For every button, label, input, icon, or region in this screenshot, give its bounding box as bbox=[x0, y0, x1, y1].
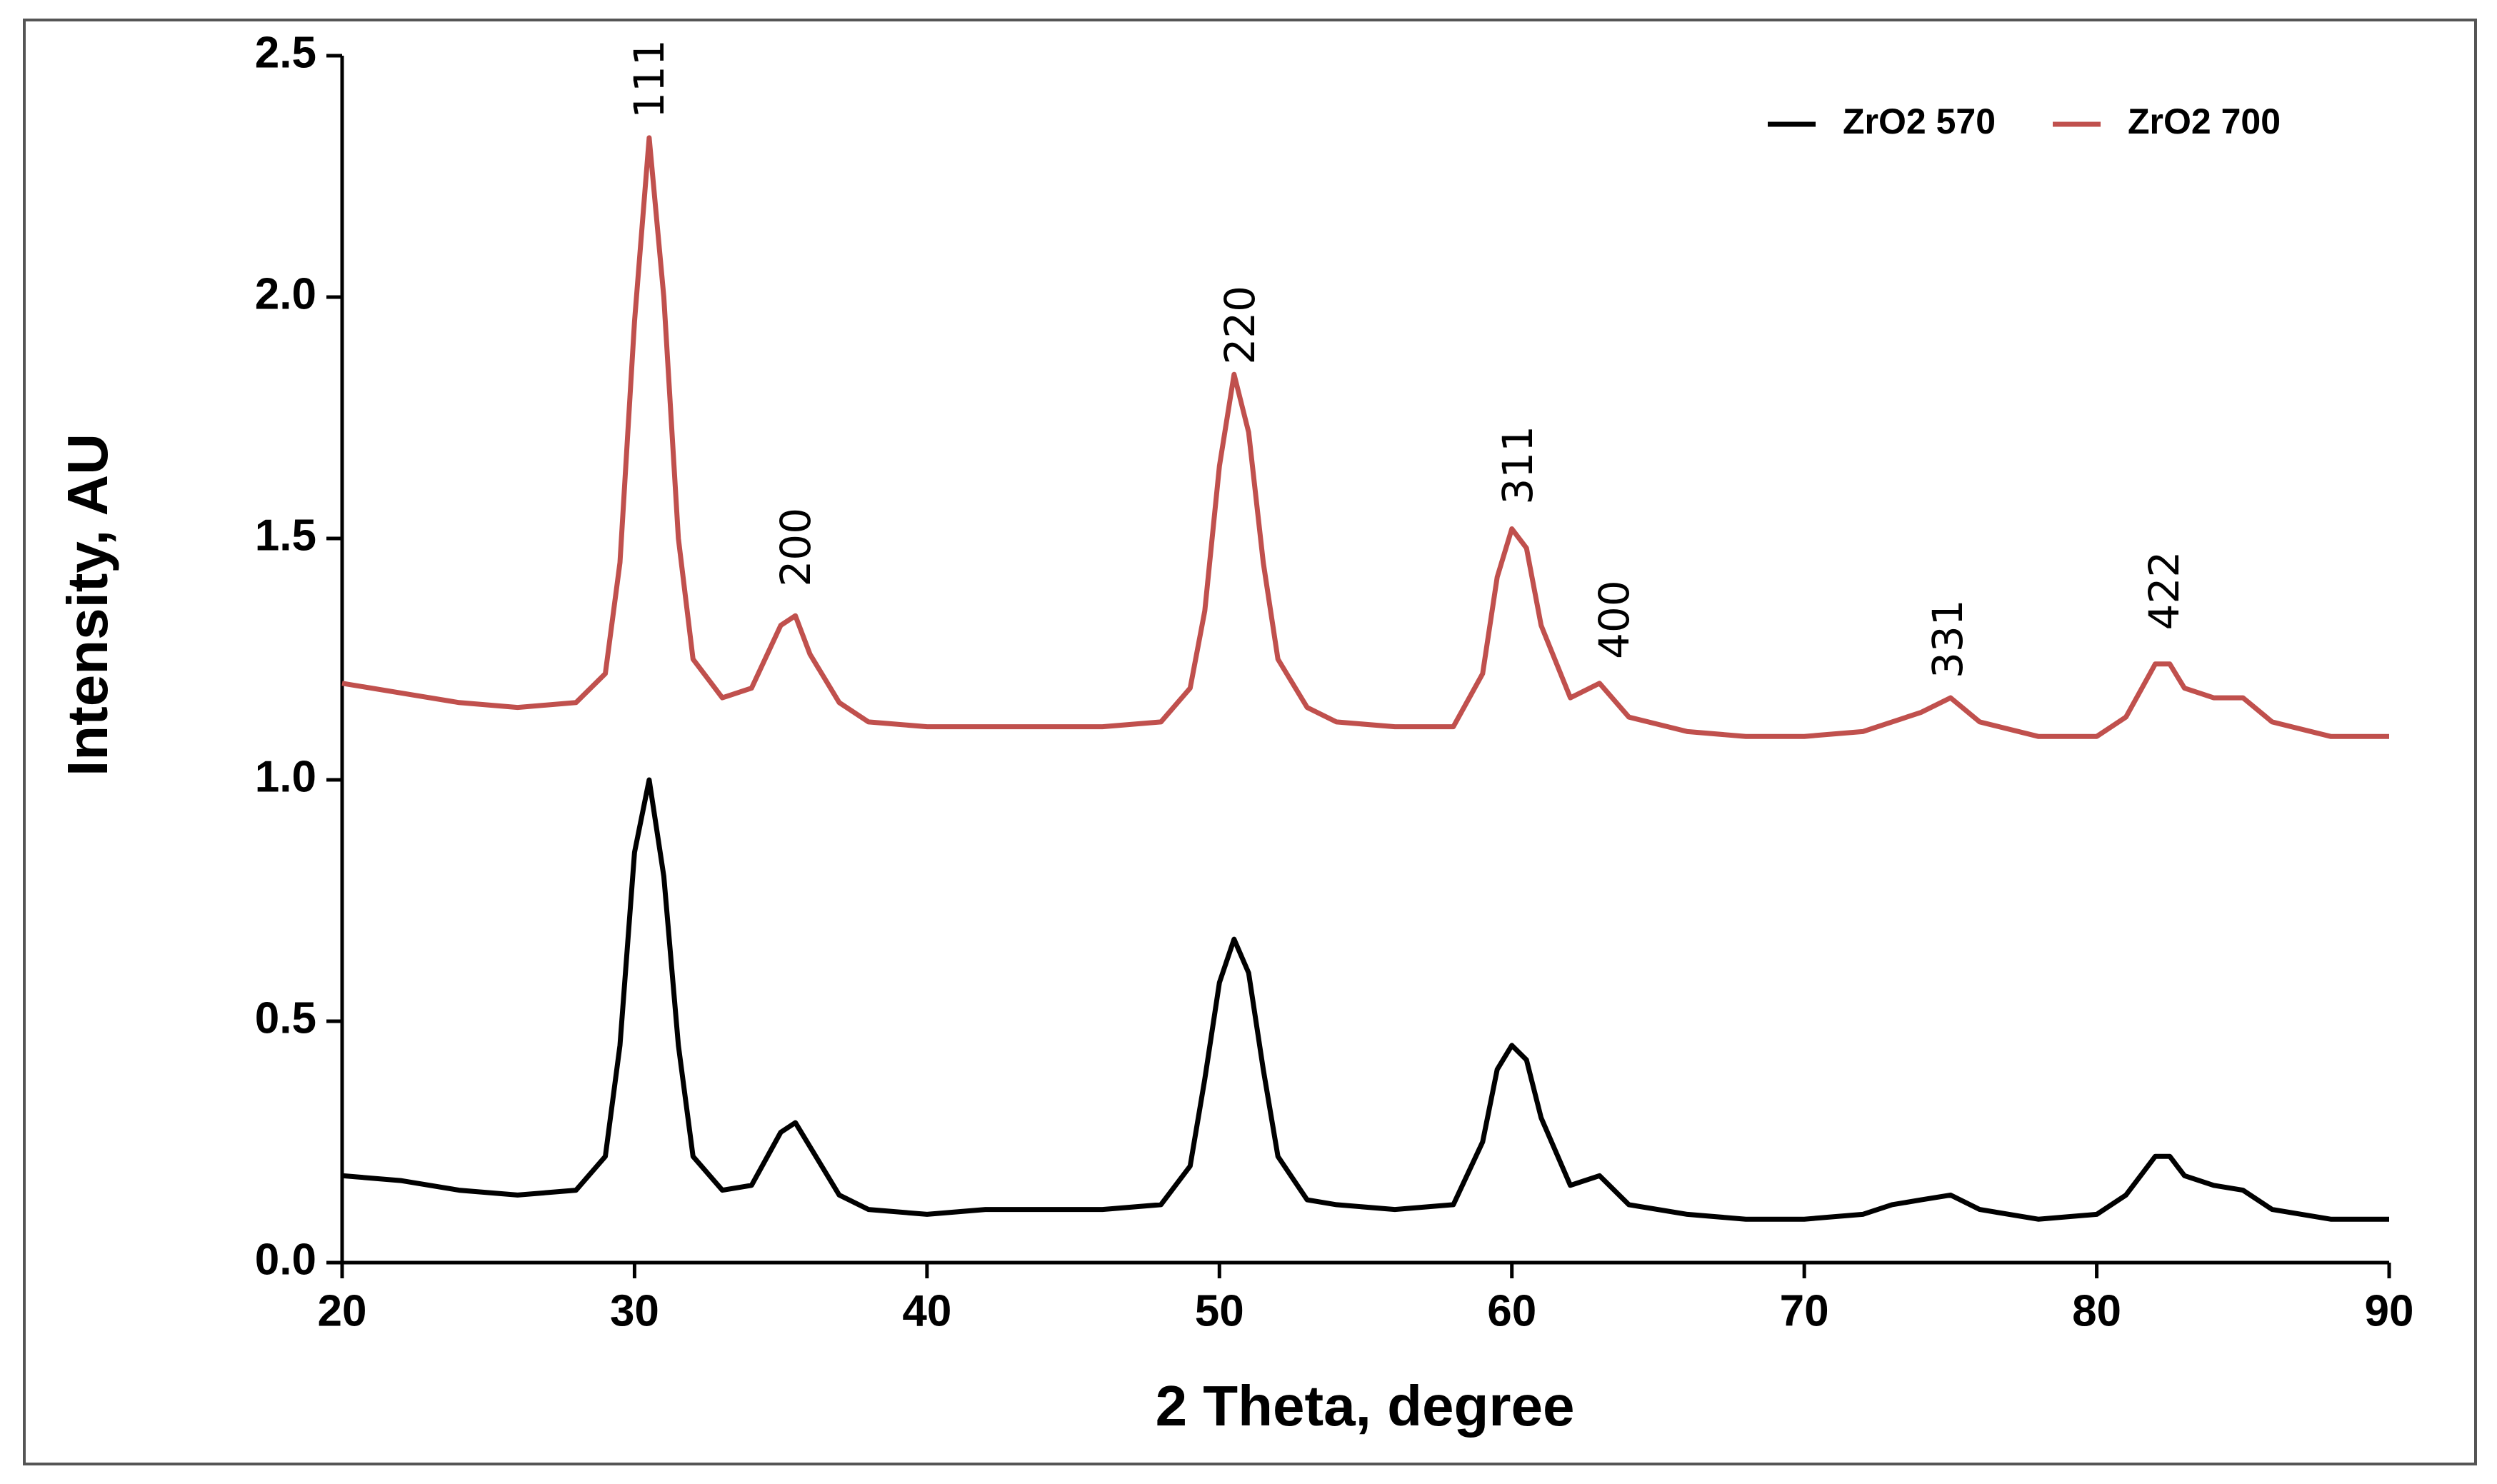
x-axis-label: 2 Theta, degree bbox=[1156, 1374, 1575, 1438]
legend-label: ZrO2 570 bbox=[1843, 101, 1996, 141]
peak-label: 200 bbox=[771, 508, 820, 587]
x-tick-label: 60 bbox=[1487, 1286, 1536, 1335]
x-tick-label: 90 bbox=[2365, 1286, 2414, 1335]
peak-label: 311 bbox=[1493, 426, 1542, 505]
series-line bbox=[341, 777, 2389, 1222]
y-tick-label: 2.0 bbox=[255, 269, 316, 319]
peak-label: 400 bbox=[1590, 580, 1638, 659]
x-tick-label: 30 bbox=[610, 1286, 659, 1335]
x-tick-label: 20 bbox=[318, 1286, 367, 1335]
peak-label: 220 bbox=[1216, 286, 1264, 365]
peak-label: 331 bbox=[1923, 599, 1972, 678]
y-tick-label: 0.5 bbox=[255, 993, 316, 1043]
y-axis-label: Intensity, AU bbox=[56, 433, 119, 776]
frame bbox=[23, 19, 2477, 1465]
legend-label: ZrO2 700 bbox=[2128, 101, 2281, 141]
peak-label: 111 bbox=[625, 39, 674, 119]
x-tick-label: 40 bbox=[902, 1286, 951, 1335]
y-tick-label: 1.0 bbox=[255, 752, 316, 801]
series-line bbox=[341, 135, 2389, 739]
x-tick-label: 50 bbox=[1195, 1286, 1244, 1335]
y-tick-label: 1.5 bbox=[255, 511, 316, 560]
x-tick-label: 70 bbox=[1780, 1286, 1829, 1335]
x-tick-label: 80 bbox=[2072, 1286, 2121, 1335]
y-tick-label: 0.0 bbox=[255, 1235, 316, 1284]
y-tick-label: 2.5 bbox=[255, 28, 316, 77]
peak-label: 422 bbox=[2140, 551, 2188, 631]
